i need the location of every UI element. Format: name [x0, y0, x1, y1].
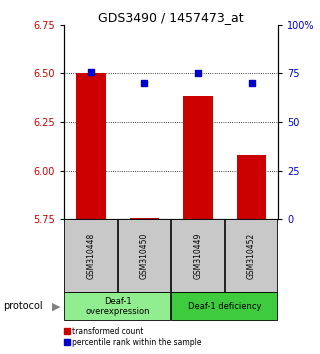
Bar [171, 292, 277, 320]
Text: Deaf-1
overexpression: Deaf-1 overexpression [85, 297, 150, 316]
Point [88, 69, 93, 74]
Text: ▶: ▶ [52, 301, 60, 311]
Point [249, 80, 254, 86]
Bar [118, 219, 170, 292]
Text: GSM310452: GSM310452 [247, 233, 256, 279]
Text: protocol: protocol [3, 301, 43, 311]
Bar [237, 155, 266, 219]
Text: GSM310449: GSM310449 [194, 233, 203, 279]
Text: Deaf-1 deficiency: Deaf-1 deficiency [188, 302, 261, 311]
Title: GDS3490 / 1457473_at: GDS3490 / 1457473_at [98, 11, 244, 24]
Bar [130, 218, 159, 219]
Point [196, 70, 201, 76]
Legend: transformed count, percentile rank within the sample: transformed count, percentile rank withi… [61, 324, 205, 350]
Text: GSM310450: GSM310450 [140, 233, 149, 279]
Point [142, 80, 147, 86]
Text: GSM310448: GSM310448 [86, 233, 95, 279]
Bar [64, 292, 170, 320]
Bar [183, 96, 213, 219]
Bar [171, 219, 224, 292]
Bar [64, 219, 116, 292]
Bar [76, 74, 106, 219]
Bar [225, 219, 277, 292]
